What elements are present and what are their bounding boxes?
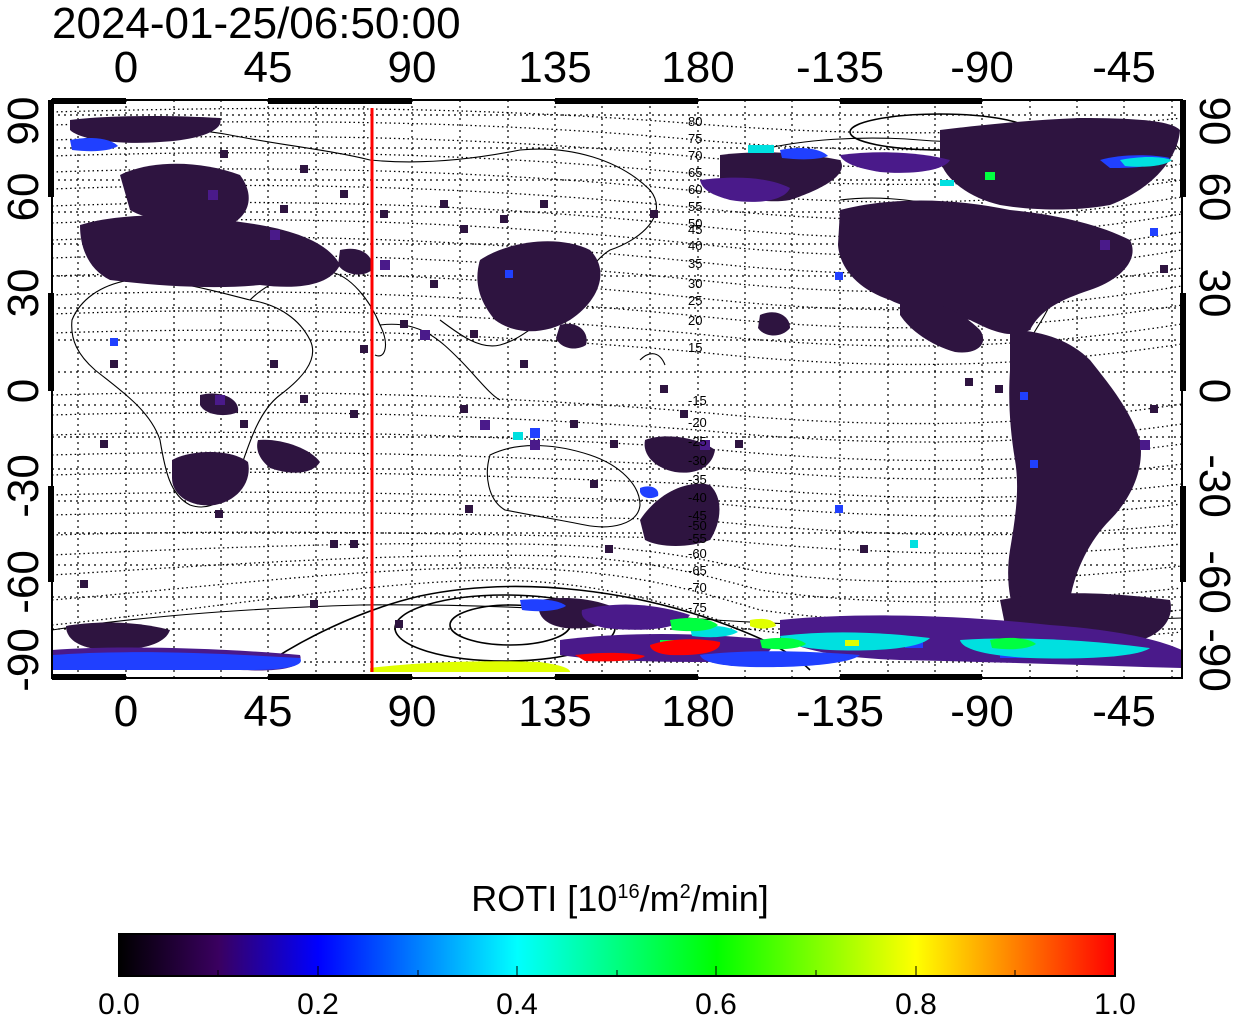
- roti-map: 80 75 70 65 60 55 50 45 40 35 30 25 20 1…: [48, 98, 1186, 680]
- contour-label: 55: [688, 199, 702, 214]
- roti-scatter-dark: [80, 150, 1168, 628]
- contour-label: -35: [688, 472, 707, 487]
- contour-label: -65: [688, 563, 707, 578]
- colorbar-title: ROTI [1016/m2/min]: [0, 872, 1240, 919]
- colorbar: [118, 933, 1116, 977]
- contour-label: -30: [688, 453, 707, 468]
- roti-yellow-patches: [370, 618, 859, 672]
- top-lon-tick: -90: [950, 43, 1014, 92]
- contour-label: -45: [688, 508, 707, 523]
- top-lon-tick: 45: [243, 43, 293, 92]
- colorbar-label: 0.2: [297, 988, 339, 1021]
- timestamp: 2024-01-25/06:50:00: [52, 0, 461, 48]
- contour-label: -55: [688, 531, 707, 546]
- contour-label: 60: [688, 182, 702, 197]
- bottom-lon-tick: -90: [950, 687, 1014, 736]
- contour-label: 20: [688, 313, 702, 328]
- contour-label: -50: [688, 518, 707, 533]
- contour-labels: 80 75 70 65 60 55 50 45 40 35 30 25 20 1…: [688, 114, 707, 615]
- contour-label: -70: [688, 580, 707, 595]
- contour-label: -75: [688, 600, 707, 615]
- contour-label: 70: [688, 148, 702, 163]
- top-lon-tick: -135: [795, 43, 885, 92]
- bottom-lon-tick: 0: [113, 687, 139, 736]
- colorbar-label: 0.4: [496, 988, 538, 1021]
- bottom-lon-tick: -135: [795, 687, 885, 736]
- colorbar-title-area-exponent: 2: [679, 881, 691, 903]
- contour-label: -20: [688, 415, 707, 430]
- top-lon-tick: 135: [518, 43, 592, 92]
- colorbar-title-exponent: 16: [617, 881, 640, 903]
- colorbar-title-suffix: /min]: [690, 878, 769, 919]
- bottom-lon-tick: 90: [387, 687, 437, 736]
- contour-label: 35: [688, 256, 702, 271]
- colorbar-label: 0.6: [695, 988, 737, 1021]
- top-lon-tick: 90: [387, 43, 437, 92]
- colorbar-gradient: [118, 933, 1116, 977]
- top-lon-tick: -45: [1092, 43, 1156, 92]
- top-lon-tick: 180: [661, 43, 735, 92]
- bottom-lon-tick: 45: [243, 687, 293, 736]
- contour-label: 25: [688, 293, 702, 308]
- contour-label: 50: [688, 216, 702, 231]
- colorbar-title-mid: /m: [639, 878, 680, 919]
- bottom-lon-tick: 180: [661, 687, 735, 736]
- colorbar-label: 1.0: [1094, 988, 1136, 1021]
- bottom-lon-tick: 135: [518, 687, 592, 736]
- contour-label: 45: [688, 222, 702, 237]
- colorbar-label: 0.8: [895, 988, 937, 1021]
- colorbar-label: 0.0: [98, 988, 140, 1021]
- contour-label: 15: [688, 340, 702, 355]
- top-lon-tick: 0: [113, 43, 139, 92]
- contour-label: -40: [688, 490, 707, 505]
- contour-label: 65: [688, 165, 702, 180]
- frame-ticks: [48, 98, 1186, 680]
- contour-label: -25: [688, 434, 707, 449]
- contour-label: 30: [688, 276, 702, 291]
- contour-label: 40: [688, 238, 702, 253]
- bottom-lon-tick: -45: [1092, 687, 1156, 736]
- contour-label: -60: [688, 546, 707, 561]
- roti-red-patches: [575, 639, 721, 662]
- contour-label: -15: [688, 393, 707, 408]
- roti-green-patches: [660, 172, 1036, 650]
- colorbar-ticks: [217, 966, 1016, 976]
- contour-label: 80: [688, 114, 702, 129]
- contour-label: 75: [688, 131, 702, 146]
- colorbar-title-prefix: ROTI [10: [471, 878, 618, 919]
